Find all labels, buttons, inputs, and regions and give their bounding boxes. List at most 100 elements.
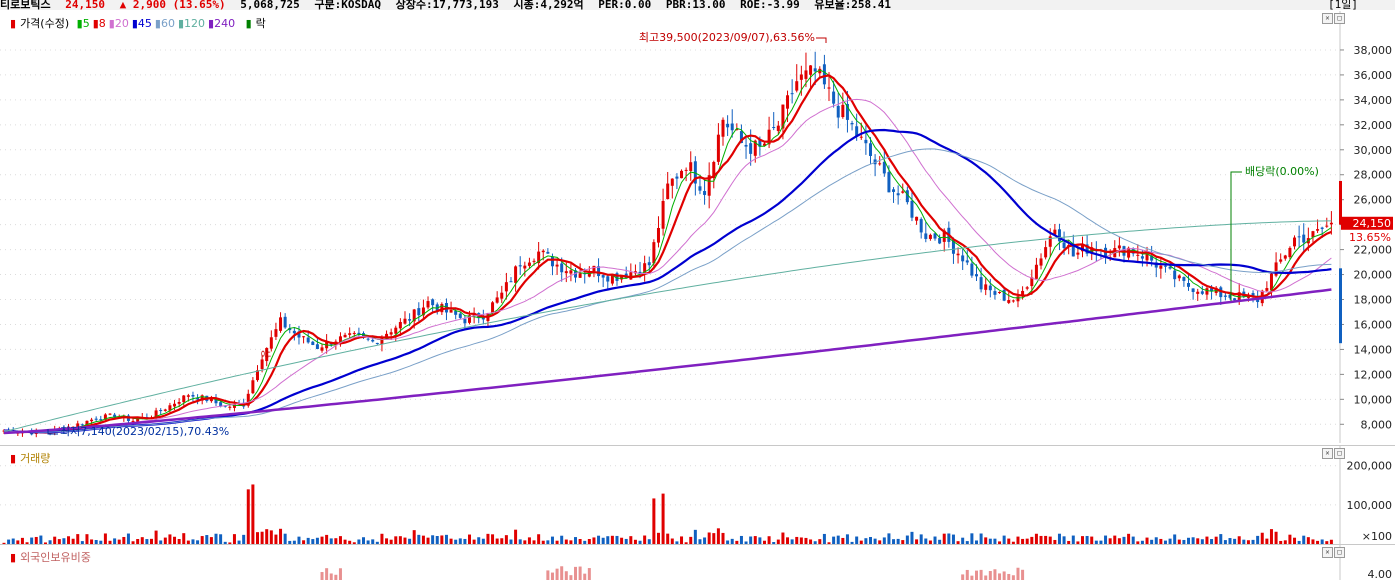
volume-bar xyxy=(749,536,753,544)
candle-body xyxy=(1159,265,1163,269)
candle-body xyxy=(292,330,296,334)
volume-bar xyxy=(306,537,310,544)
foreign-bar xyxy=(1007,573,1011,580)
roe-value: ROE:-3.99 xyxy=(740,0,800,10)
maximize-icon[interactable]: □ xyxy=(1334,13,1345,24)
candle-body xyxy=(988,285,992,291)
volume-bar xyxy=(145,539,149,544)
maximize-icon[interactable]: □ xyxy=(1334,547,1345,558)
stock-name[interactable]: 티로보틱스 xyxy=(0,0,51,10)
ma-line-8 xyxy=(4,74,1332,434)
foreign-bar xyxy=(974,570,978,580)
volume-bar xyxy=(647,539,651,544)
volume-bar xyxy=(1048,536,1052,544)
volume-bar xyxy=(196,540,200,544)
volume-bar xyxy=(334,538,338,544)
volume-bar xyxy=(1246,540,1250,544)
volume-bar xyxy=(403,537,407,544)
candle-body xyxy=(338,336,342,344)
volume-bar xyxy=(491,534,495,544)
volume-bar xyxy=(822,533,826,544)
candle-body xyxy=(76,423,80,428)
volume-bar xyxy=(1283,540,1287,544)
candle-body xyxy=(1311,231,1315,238)
volume-bar xyxy=(1159,538,1163,544)
volume-bar xyxy=(168,534,172,544)
volume-bar xyxy=(357,539,361,544)
candle-body xyxy=(905,190,909,203)
volume-bar xyxy=(1177,539,1181,544)
volume-bar xyxy=(712,533,716,544)
volume-bar xyxy=(1016,536,1020,544)
volume-bar xyxy=(583,540,587,544)
candle-body xyxy=(297,331,301,338)
candle-body xyxy=(1200,291,1204,294)
volume-chart[interactable]: 200,000 100,000 ×100 xyxy=(0,446,1395,544)
price-chart-panel[interactable]: 38,000 36,000 34,000 32,000 30,000 28,000 26,0… xyxy=(0,11,1395,443)
candle-body xyxy=(1071,243,1075,257)
volume-bar xyxy=(1320,539,1324,544)
foreign-ownership-chart[interactable]: 4.00 xyxy=(0,545,1395,580)
high-arrow-icon xyxy=(816,37,827,43)
foreign-bar xyxy=(988,571,992,580)
candle-body xyxy=(99,419,103,421)
volume-bar xyxy=(1228,538,1232,544)
listed-shares: 상장수:17,773,193 xyxy=(395,0,499,10)
volume-bar xyxy=(961,537,965,544)
volume-bar xyxy=(260,531,264,544)
foreign-bar xyxy=(1002,571,1006,580)
candle-body xyxy=(1205,288,1209,295)
candle-body xyxy=(431,299,435,306)
candle-body xyxy=(938,238,942,244)
candle-body xyxy=(979,277,983,290)
candle-body xyxy=(394,327,398,334)
price-chart[interactable]: 38,000 36,000 34,000 32,000 30,000 28,000 26,0… xyxy=(0,11,1395,443)
candle-body xyxy=(1228,294,1232,298)
candle-body xyxy=(200,395,204,401)
volume-bar xyxy=(7,539,11,544)
candle-body xyxy=(154,410,158,418)
volume-bar xyxy=(408,538,412,544)
candle-body xyxy=(799,74,803,80)
candle-body xyxy=(357,332,361,335)
volume-bar xyxy=(601,537,605,544)
close-icon[interactable]: ✕ xyxy=(1322,547,1333,558)
volume-bar xyxy=(1311,539,1315,544)
volume-bar xyxy=(1191,537,1195,544)
volume-bar xyxy=(412,530,416,544)
volume-bar xyxy=(477,537,481,544)
volume-bar xyxy=(122,536,126,544)
close-icon[interactable]: ✕ xyxy=(1322,448,1333,459)
volume-bar xyxy=(739,535,743,544)
candle-body xyxy=(1182,277,1186,281)
volume-bar xyxy=(1256,535,1260,544)
volume-bar xyxy=(1007,538,1011,544)
volume-bar xyxy=(1122,536,1126,544)
candle-body xyxy=(458,313,462,318)
foreign-bar xyxy=(574,566,578,580)
candle-body xyxy=(698,186,702,191)
foreign-bar xyxy=(578,566,582,580)
volume-bar xyxy=(656,532,660,544)
price-tick-label: 18,000 xyxy=(1354,294,1393,307)
candle-body xyxy=(790,93,794,95)
maximize-icon[interactable]: □ xyxy=(1334,448,1345,459)
volume-bar xyxy=(209,537,213,544)
volume-bar xyxy=(1200,539,1204,544)
volume-bar xyxy=(315,537,319,544)
candle-body xyxy=(1177,275,1181,279)
volume-bar xyxy=(1067,540,1071,544)
candle-body xyxy=(228,406,232,408)
volume-bar xyxy=(818,539,822,544)
volume-bar xyxy=(371,539,375,544)
candle-body xyxy=(113,414,117,418)
close-icon[interactable]: ✕ xyxy=(1322,13,1333,24)
period-selector[interactable]: [1일] xyxy=(1328,0,1358,10)
candle-body xyxy=(541,250,545,253)
candle-body xyxy=(961,255,965,262)
volume-panel[interactable]: 200,000 100,000 ×100 ▮ 거래량 ✕ □ xyxy=(0,445,1395,544)
rise-marker: 상 xyxy=(259,349,271,358)
candle-body xyxy=(1168,266,1172,269)
foreign-ownership-panel[interactable]: 4.00 ▮ 외국인보유비중 ✕ □ xyxy=(0,544,1395,580)
candle-body xyxy=(892,189,896,192)
